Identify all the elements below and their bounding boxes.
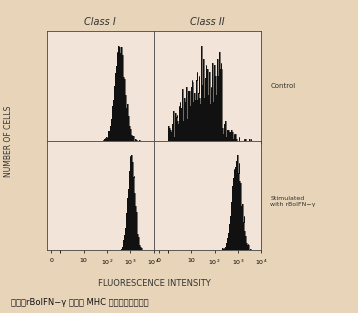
- Text: Stimulated
with rBoIFN−γ: Stimulated with rBoIFN−γ: [270, 196, 316, 207]
- Text: Control: Control: [270, 83, 296, 89]
- Text: FLUORESCENCE INTENSITY: FLUORESCENCE INTENSITY: [98, 279, 210, 288]
- Text: Class I: Class I: [84, 17, 116, 27]
- Text: 図３：rBoIFN−γ による MHC 抗原の発現の増強: 図３：rBoIFN−γ による MHC 抗原の発現の増強: [11, 298, 148, 307]
- Text: NUMBER OF CELLS: NUMBER OF CELLS: [4, 105, 14, 177]
- Text: Class II: Class II: [190, 17, 225, 27]
